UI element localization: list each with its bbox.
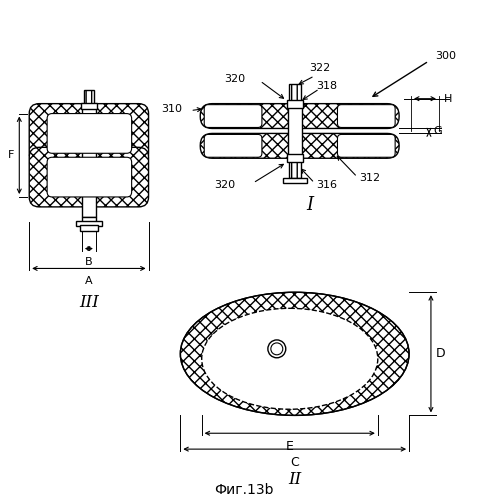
Text: F: F bbox=[8, 150, 14, 160]
FancyBboxPatch shape bbox=[29, 104, 148, 163]
Bar bbox=[287, 102, 301, 160]
Bar bbox=[82, 217, 96, 222]
Circle shape bbox=[270, 343, 282, 355]
Circle shape bbox=[267, 340, 285, 358]
FancyBboxPatch shape bbox=[200, 104, 398, 128]
Text: C: C bbox=[290, 456, 299, 469]
Bar bbox=[76, 221, 102, 226]
Text: H: H bbox=[443, 94, 451, 104]
Text: A: A bbox=[85, 276, 93, 286]
Text: E: E bbox=[285, 440, 293, 453]
Text: 300: 300 bbox=[434, 51, 455, 61]
Bar bbox=[286, 100, 302, 108]
Text: II: II bbox=[287, 471, 301, 488]
Text: 310: 310 bbox=[161, 104, 182, 114]
Text: 322: 322 bbox=[309, 63, 330, 73]
Text: 312: 312 bbox=[359, 173, 380, 183]
Text: B: B bbox=[85, 256, 93, 266]
Text: 316: 316 bbox=[316, 180, 337, 190]
Bar bbox=[80, 225, 98, 230]
Bar bbox=[82, 106, 96, 217]
Text: 318: 318 bbox=[316, 81, 337, 91]
Bar bbox=[282, 178, 306, 183]
Bar bbox=[81, 102, 97, 108]
FancyBboxPatch shape bbox=[204, 104, 262, 128]
Text: Фиг.13b: Фиг.13b bbox=[214, 483, 273, 497]
Text: G: G bbox=[432, 126, 441, 136]
FancyBboxPatch shape bbox=[47, 114, 131, 154]
FancyBboxPatch shape bbox=[47, 158, 131, 197]
Ellipse shape bbox=[201, 308, 377, 410]
Bar bbox=[288, 160, 300, 178]
FancyBboxPatch shape bbox=[29, 148, 148, 207]
FancyBboxPatch shape bbox=[200, 134, 398, 158]
Text: D: D bbox=[435, 348, 445, 360]
Text: I: I bbox=[305, 196, 312, 214]
FancyBboxPatch shape bbox=[337, 104, 394, 128]
Text: 320: 320 bbox=[213, 180, 235, 190]
Bar bbox=[286, 154, 302, 162]
Bar bbox=[288, 84, 300, 102]
Bar bbox=[84, 90, 94, 106]
Ellipse shape bbox=[180, 292, 408, 416]
FancyBboxPatch shape bbox=[337, 134, 394, 158]
Text: III: III bbox=[79, 294, 99, 312]
FancyBboxPatch shape bbox=[204, 134, 262, 158]
Text: 320: 320 bbox=[224, 74, 245, 84]
